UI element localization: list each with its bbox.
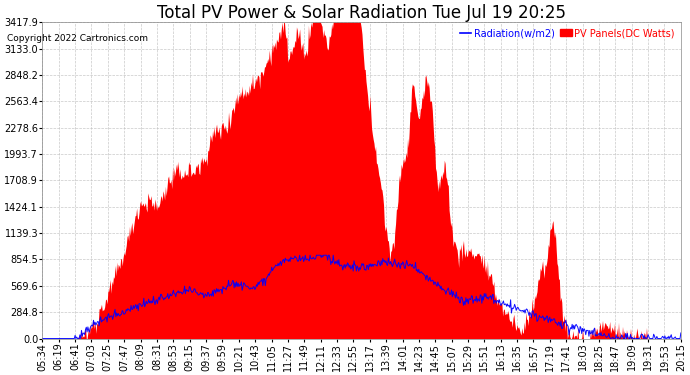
Legend: Radiation(w/m2), PV Panels(DC Watts): Radiation(w/m2), PV Panels(DC Watts) <box>455 24 679 42</box>
Title: Total PV Power & Solar Radiation Tue Jul 19 20:25: Total PV Power & Solar Radiation Tue Jul… <box>157 4 566 22</box>
Text: Copyright 2022 Cartronics.com: Copyright 2022 Cartronics.com <box>7 34 148 43</box>
